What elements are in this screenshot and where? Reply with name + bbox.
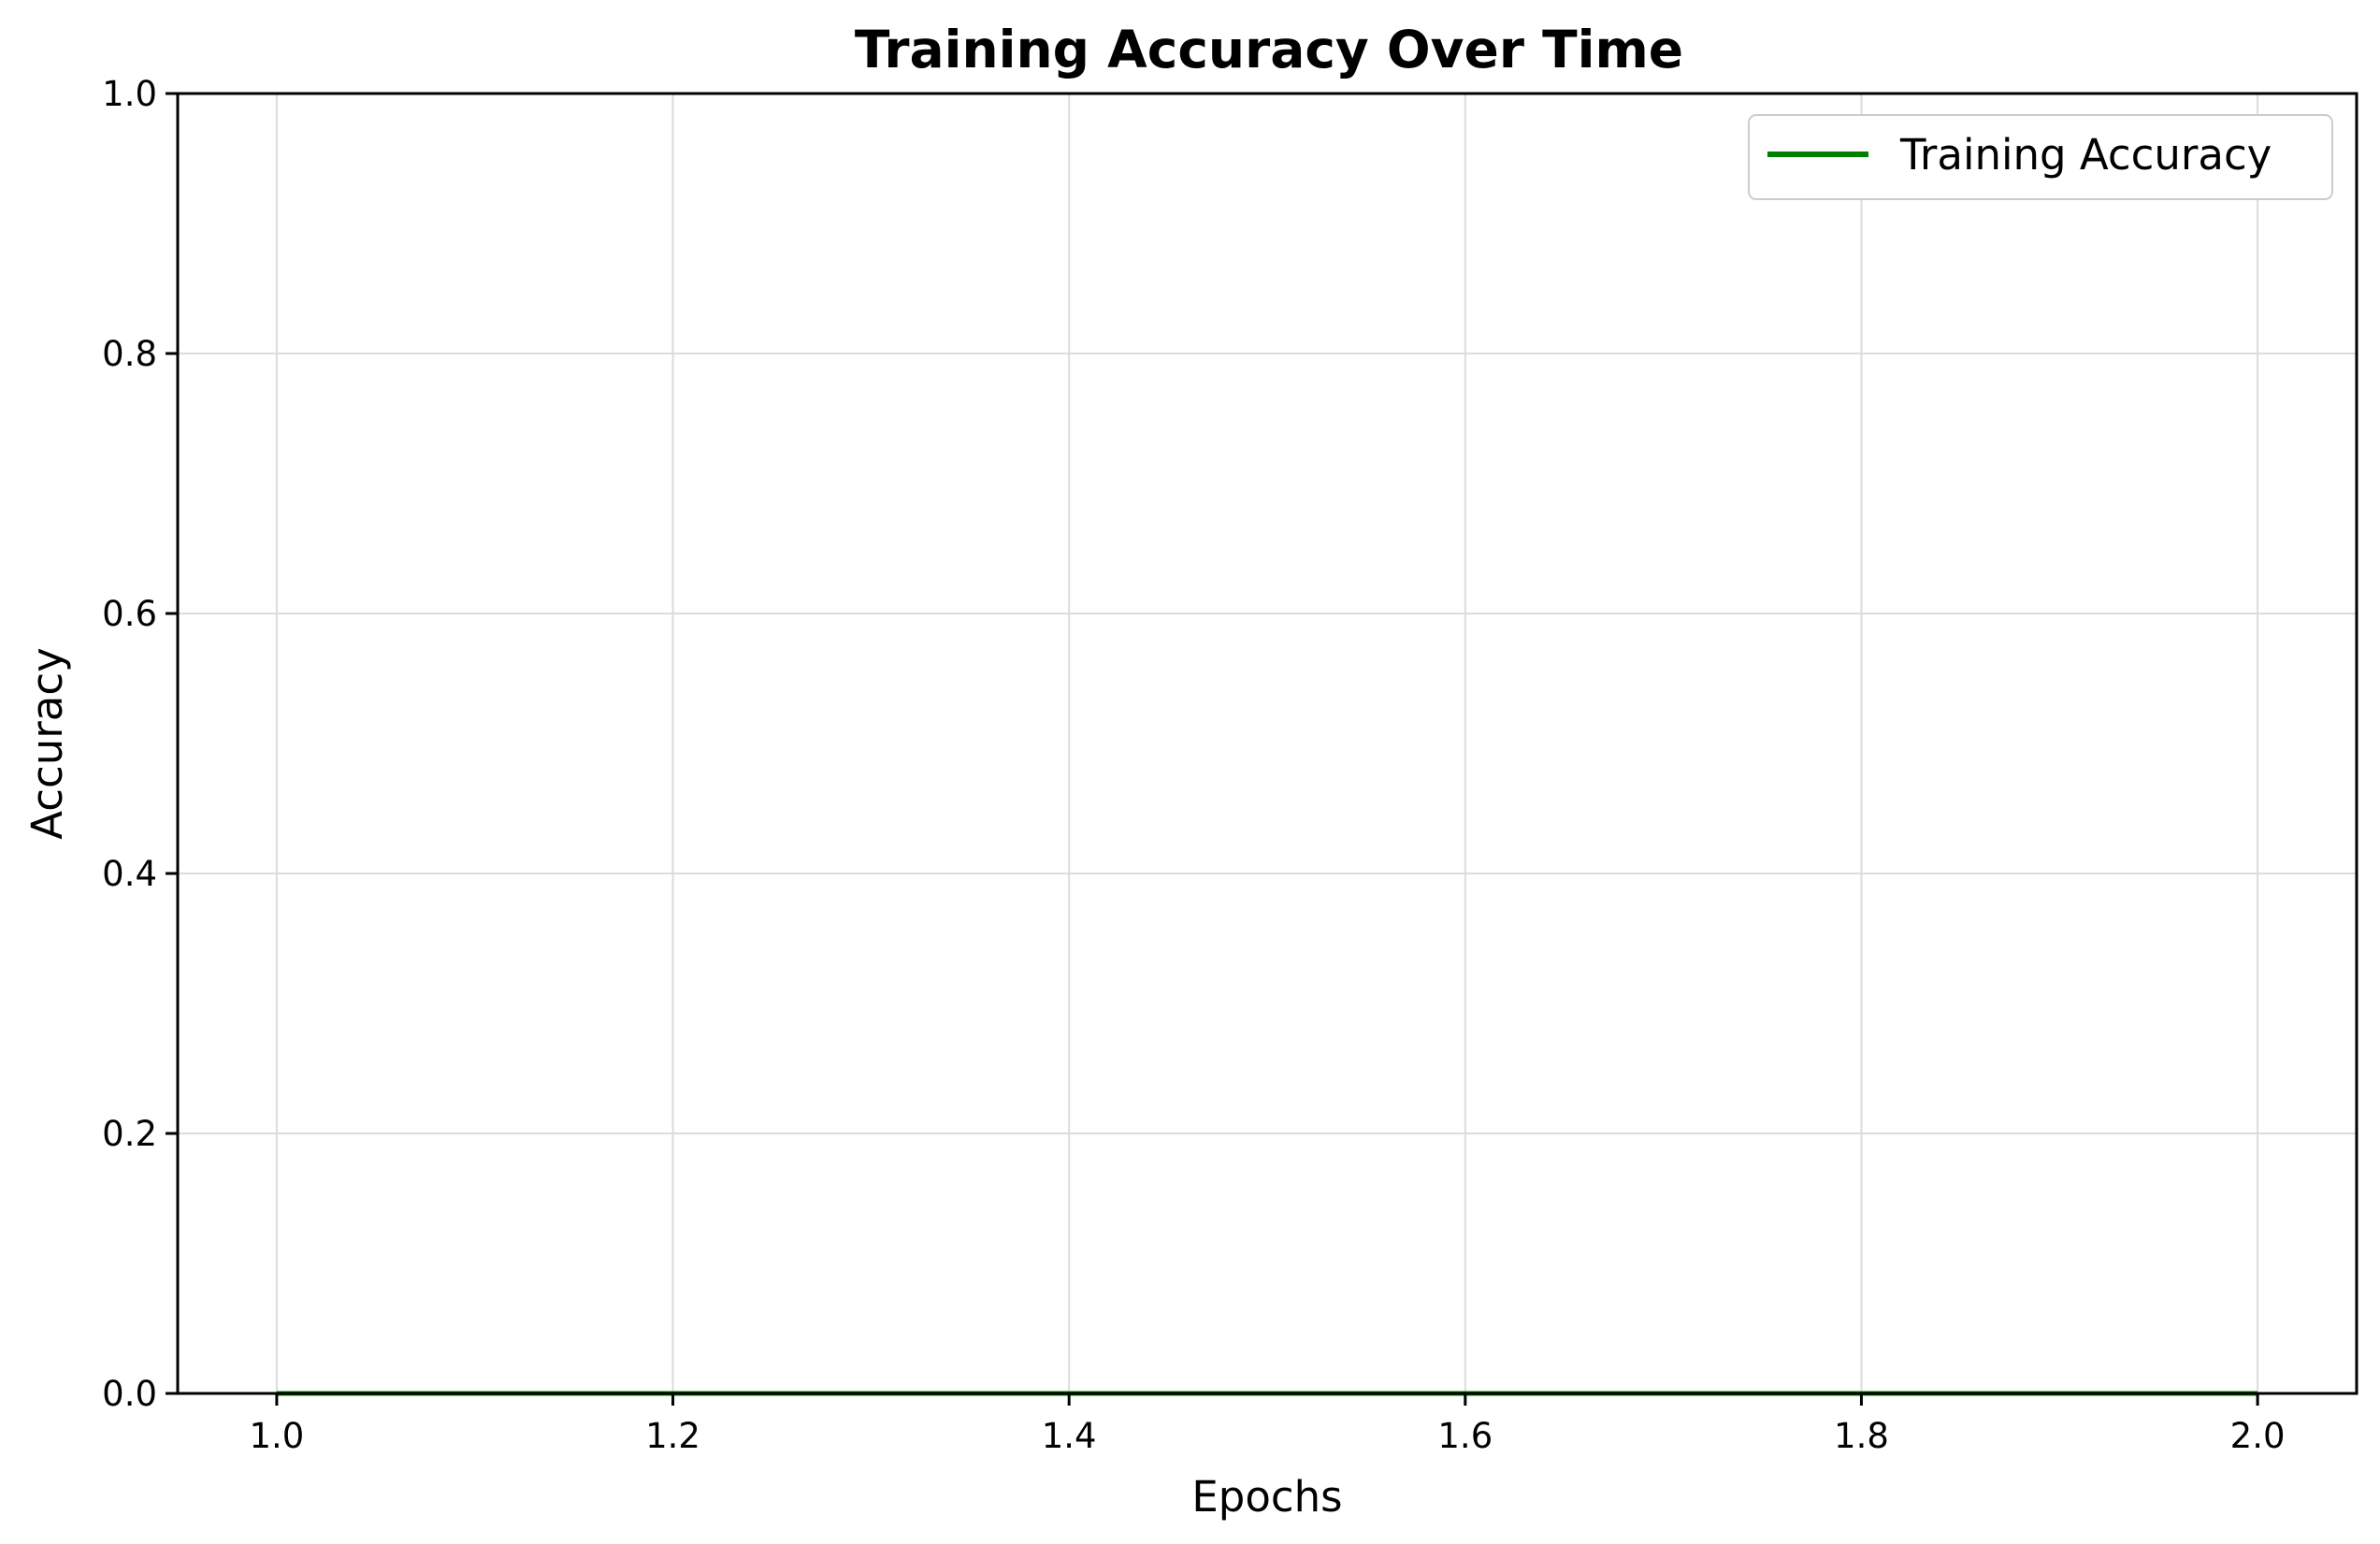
plot-frame xyxy=(176,92,2358,1395)
axis-ticks: 1.0 1.2 1.4 1.6 1.8 2.0 0.0 0.2 0.4 0.6 0.8 1.0 xyxy=(102,74,2285,1456)
x-tick-label: 1.2 xyxy=(645,1416,700,1456)
y-tick-label: 0.2 xyxy=(102,1114,157,1154)
x-tick-label: 1.0 xyxy=(249,1416,304,1456)
legend-label: Training Accuracy xyxy=(1899,130,2272,180)
x-tick-label: 1.6 xyxy=(1437,1416,1493,1456)
y-tick-label: 1.0 xyxy=(102,74,157,114)
y-tick-label: 0.4 xyxy=(102,854,157,894)
y-tick-label: 0.0 xyxy=(102,1374,157,1414)
y-axis-label: Accuracy xyxy=(22,647,72,839)
x-axis-label: Epochs xyxy=(1191,1472,1342,1522)
chart-title: Training Accuracy Over Time xyxy=(855,20,1683,79)
legend: Training Accuracy xyxy=(1748,114,2333,200)
y-tick-label: 0.6 xyxy=(102,594,157,634)
x-tick-label: 1.8 xyxy=(1834,1416,1889,1456)
legend-box xyxy=(1748,114,2333,200)
y-tick-label: 0.8 xyxy=(102,334,157,374)
x-tick-label: 1.4 xyxy=(1042,1416,1097,1456)
x-tick-label: 2.0 xyxy=(2230,1416,2286,1456)
